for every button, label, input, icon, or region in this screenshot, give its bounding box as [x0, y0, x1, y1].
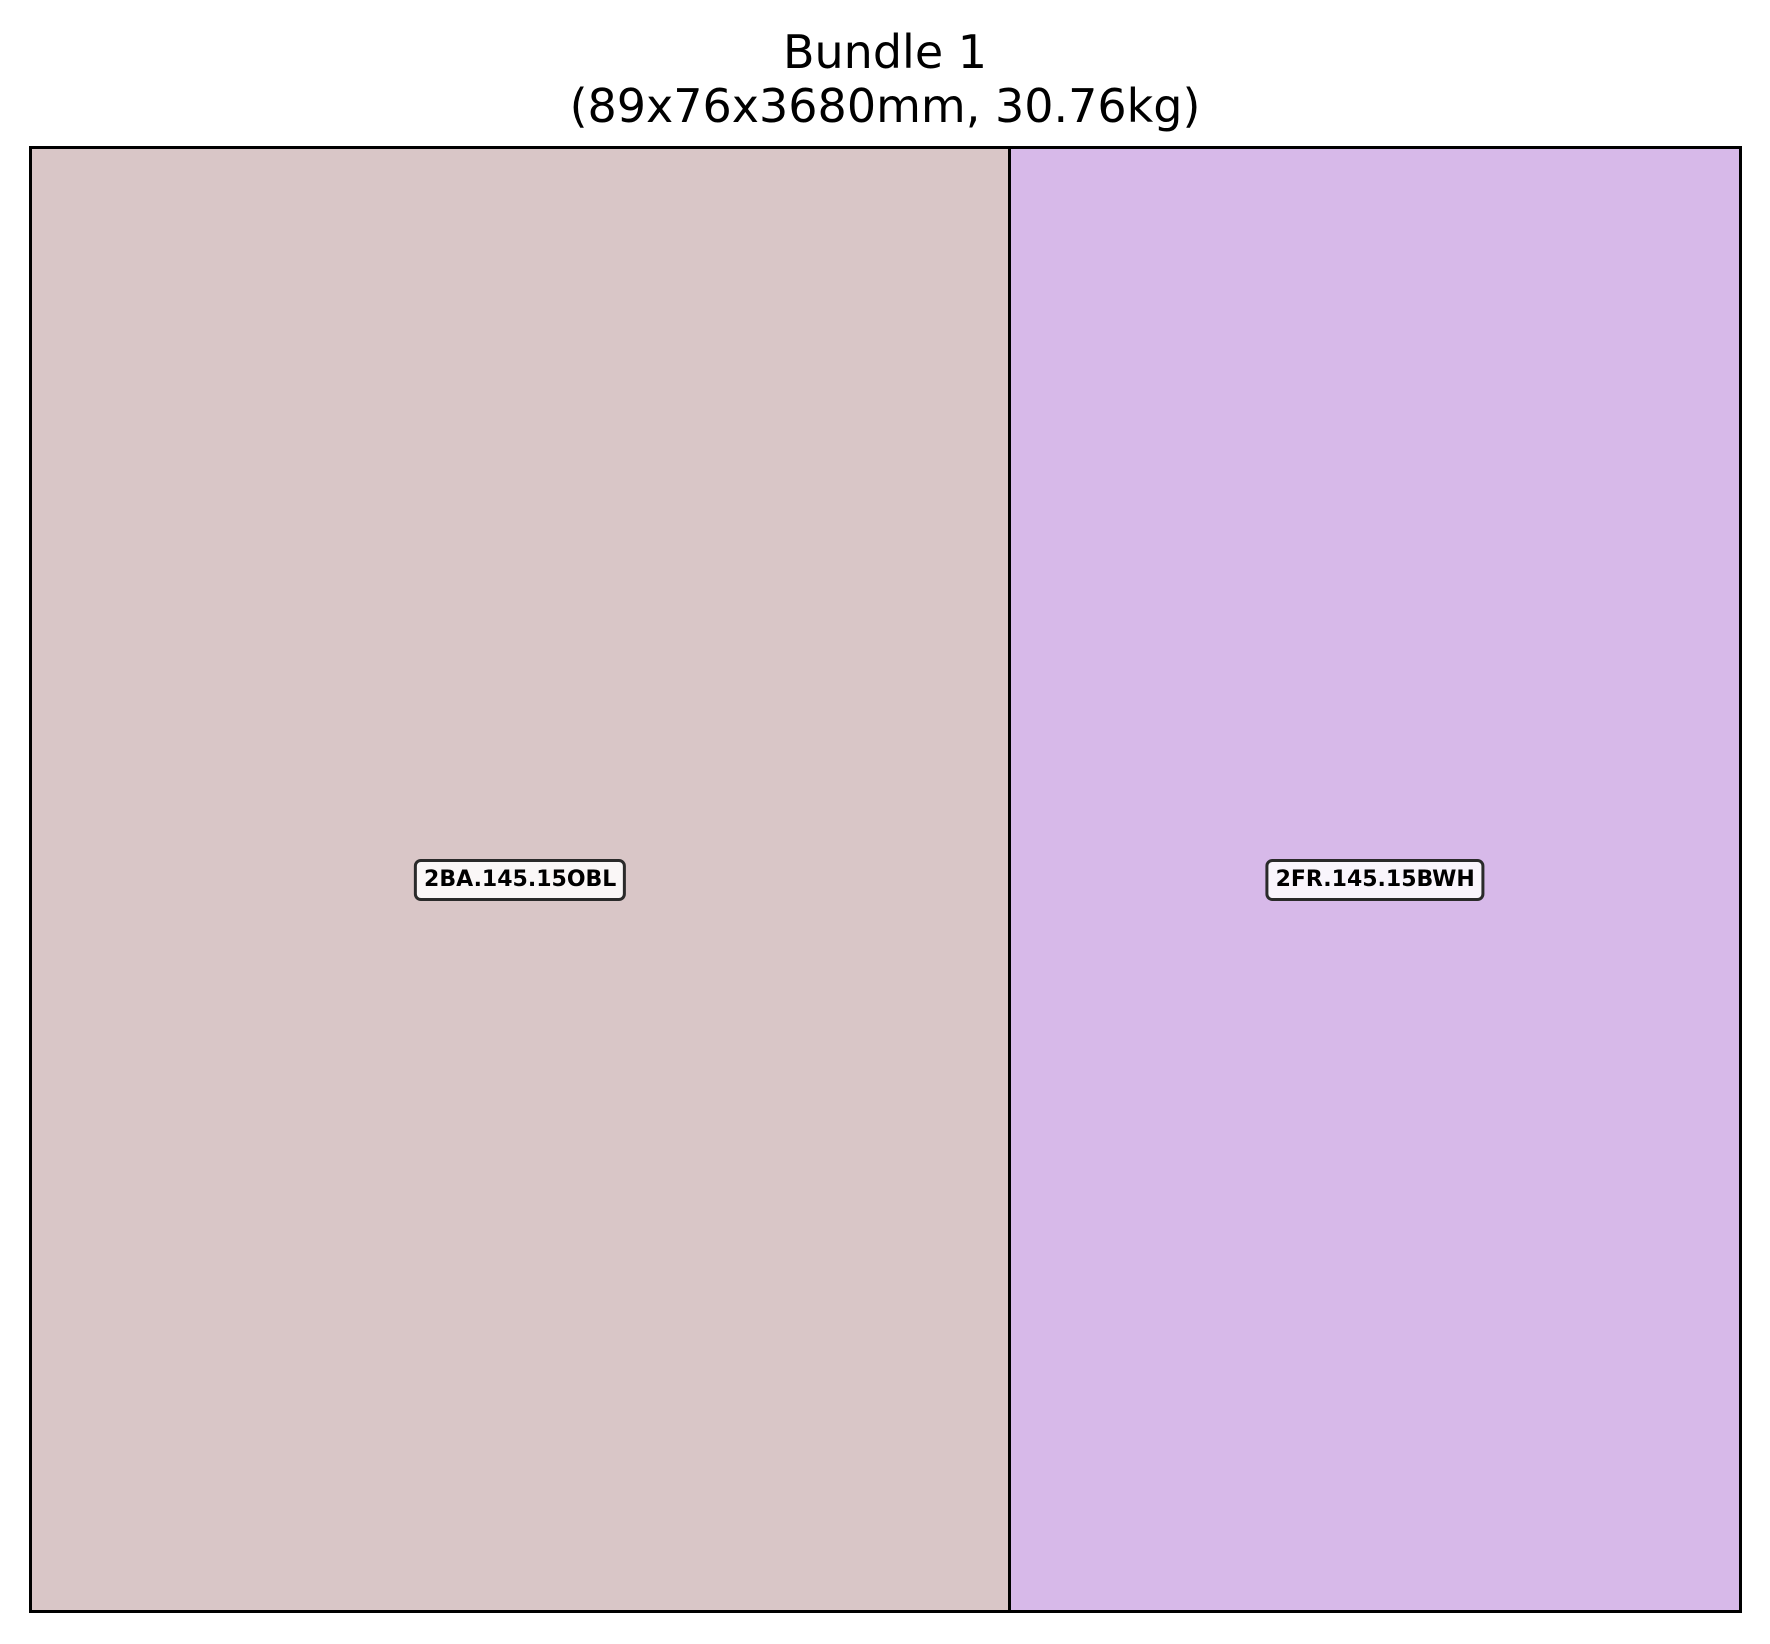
piece-label: 2FR.145.15BWH [1265, 858, 1485, 901]
piece-2fr: 2FR.145.15BWH [1008, 149, 1739, 1610]
piece-label: 2BA.145.15OBL [414, 858, 627, 901]
bundle-subtitle: (89x76x3680mm, 30.76kg) [569, 79, 1201, 133]
bundle-title: Bundle 1 [782, 25, 988, 79]
piece-2ba: 2BA.145.15OBL [32, 149, 1009, 1610]
bundle-cross-section: 2BA.145.15OBL 2FR.145.15BWH [29, 146, 1742, 1613]
